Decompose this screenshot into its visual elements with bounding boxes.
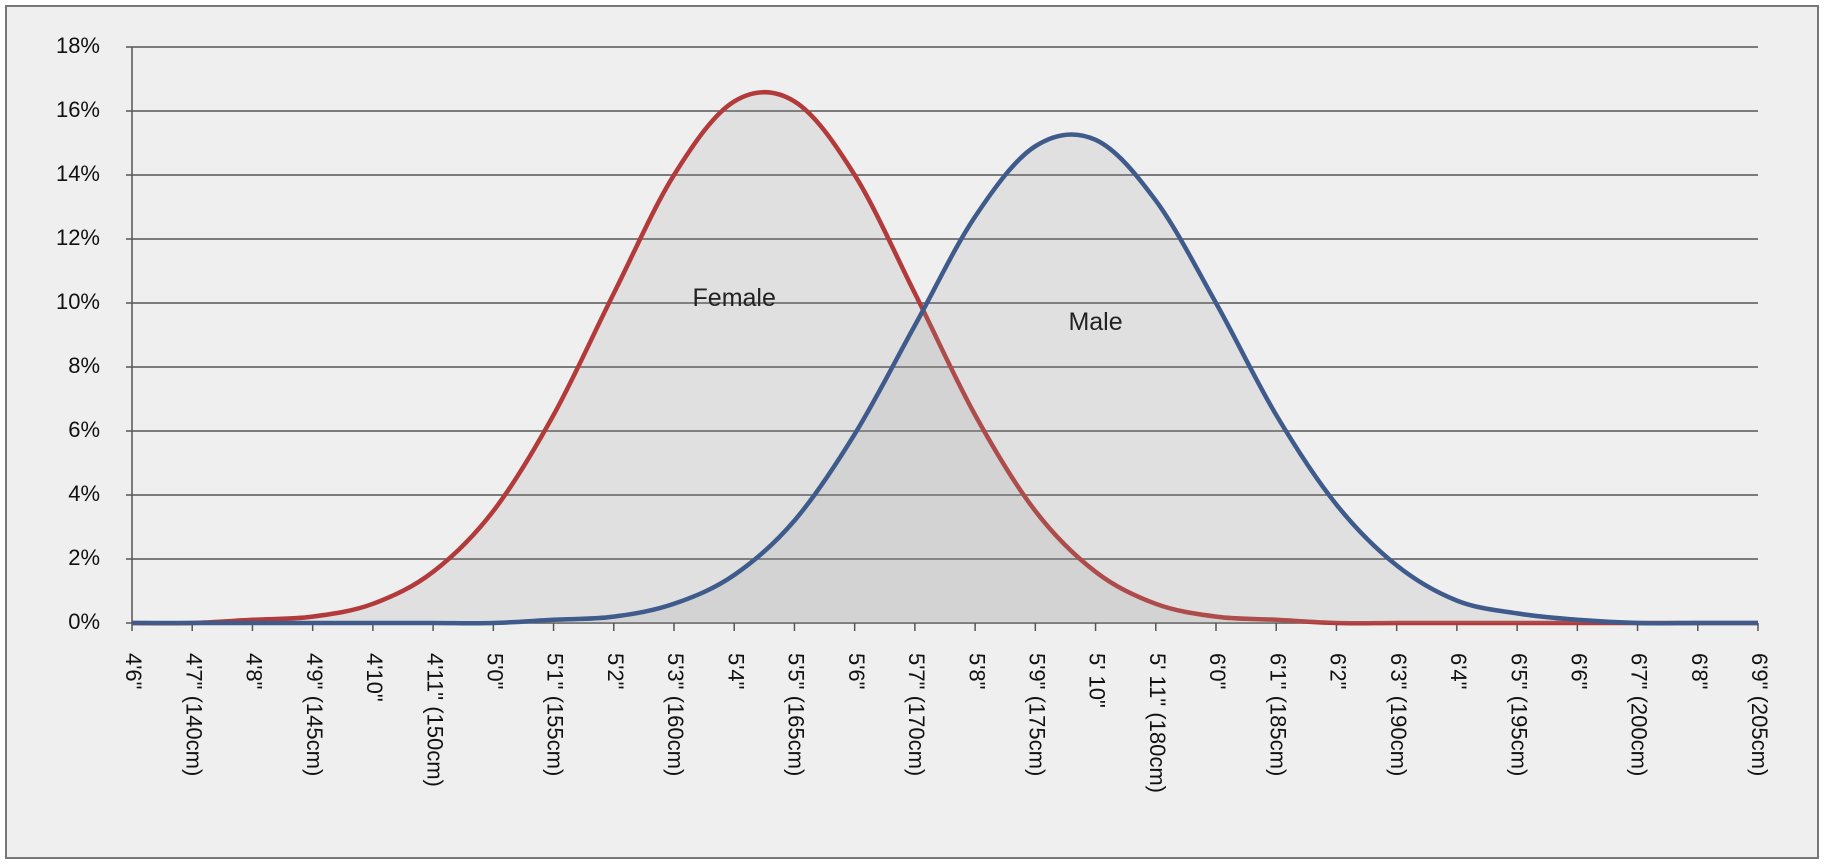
x-tick-label: 6'4" [1446, 653, 1471, 689]
x-tick-label: 4'11" (150cm) [422, 653, 447, 787]
x-tick-label: 5'7" (170cm) [904, 653, 929, 776]
x-tick-label: 6'1" (185cm) [1265, 653, 1290, 776]
x-tick-label: 5'6" [844, 653, 869, 689]
line [131, 132, 1758, 626]
series-label: Male [1068, 308, 1122, 336]
x-tick-label: 6'0" [1205, 653, 1230, 689]
marks [131, 90, 1758, 626]
y-tick-label: 18% [56, 33, 100, 58]
y-tick-label: 14% [56, 161, 100, 186]
labels: 0% 2% 4% 6% 8% 10% 12% 14% 16% 18% 4'6" 4'7" (140cm… [56, 33, 1772, 793]
y-tick-label: 6% [68, 417, 100, 442]
x-tick-label: 4'6" [121, 653, 146, 689]
x-tick-label: 4'8" [242, 653, 267, 689]
y-tick-label: 12% [56, 225, 100, 250]
x-tick-label: 5'5" (165cm) [784, 653, 809, 776]
x-tick-label: 6'3" (190cm) [1386, 653, 1411, 776]
x-tick-label: 5'4" [723, 653, 748, 689]
x-tick-label: 6'6" [1567, 653, 1592, 689]
x-tick-label: 4'7" (140cm) [181, 653, 206, 776]
x-tick-label: 4'9" (145cm) [302, 653, 327, 776]
y-tick-label: 2% [68, 545, 100, 570]
x-tick-label: 5'2" [603, 653, 628, 689]
x-tick-label: 5'1" (155cm) [543, 653, 568, 776]
x-tick-label: 6'2" [1326, 653, 1351, 689]
y-tick-label: 10% [56, 289, 100, 314]
x-tick-label: 6'8" [1687, 653, 1712, 689]
y-tick-label: 8% [68, 353, 100, 378]
x-tick-label: 4'10" [362, 653, 387, 702]
x-tick-label: 5' 11" (180cm) [1145, 653, 1170, 793]
x-tick-label: 5'0" [483, 653, 508, 689]
y-tick-label: 16% [56, 97, 100, 122]
x-tick-label: 5'3" (160cm) [663, 653, 688, 776]
x-tick-label: 6'7" (200cm) [1627, 653, 1652, 776]
series-label: Female [693, 284, 776, 312]
x-tick-label: 6'9" (205cm) [1747, 653, 1772, 776]
area [132, 134, 1758, 624]
y-tick-label: 0% [68, 609, 100, 634]
x-tick-label: 6'5" (195cm) [1506, 653, 1531, 776]
x-tick-label: 5' 10" [1085, 653, 1110, 708]
x-tick-label: 5'9" (175cm) [1025, 653, 1050, 776]
chart-frame [5, 5, 1819, 859]
x-tick-label: 5'8" [964, 653, 989, 689]
y-tick-label: 4% [68, 481, 100, 506]
line [131, 90, 1758, 626]
